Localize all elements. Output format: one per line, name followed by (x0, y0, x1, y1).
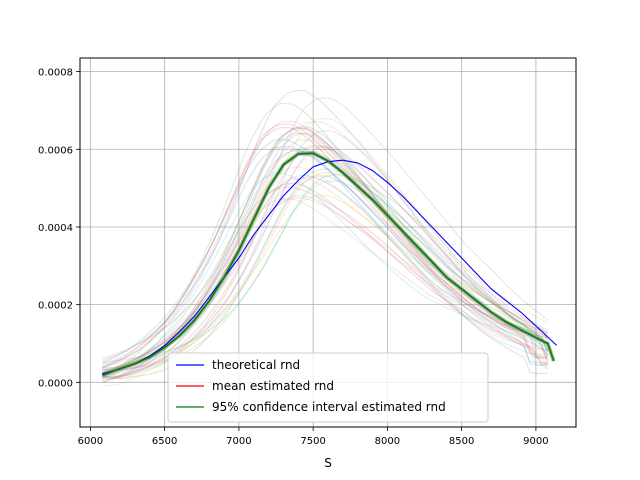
y-tick-label-3: 0.0006 (38, 145, 73, 156)
sample-curve-16 (102, 148, 549, 375)
sample-curve-15 (102, 89, 549, 369)
sample-curve-13 (102, 182, 548, 374)
x-tick-label-1: 6500 (152, 436, 177, 447)
sample-curve-0 (102, 151, 549, 378)
sample-curve-30 (102, 145, 548, 366)
sample-curve-24 (102, 146, 549, 378)
y-axis-ticks: 0.0000 0.0002 0.0004 0.0006 0.0008 (38, 68, 80, 389)
y-tick-label-0: 0.0000 (38, 378, 73, 389)
sample-curve-31 (102, 197, 549, 374)
legend: theoretical rnd mean estimated rnd 95% con… (167, 352, 489, 423)
x-tick-label-3: 7500 (300, 436, 325, 447)
sample-curve-21 (102, 177, 549, 376)
sample-curve-33 (102, 127, 548, 369)
y-tick-label-1: 0.0002 (38, 301, 73, 312)
series-lines (102, 152, 558, 377)
sample-curve-5 (102, 186, 548, 375)
x-tick-label-0: 6000 (78, 436, 103, 447)
legend-label-0: theoretical rnd (212, 358, 300, 372)
sample-curve-23 (102, 127, 549, 384)
x-axis-ticks: 6000 6500 7000 7500 8000 8500 9000 (78, 427, 549, 447)
y-tick-label-4: 0.0008 (38, 68, 73, 79)
sample-curve-18 (102, 167, 549, 369)
sample-curve-20 (102, 139, 548, 364)
plot-frame (79, 57, 577, 428)
sample-curve-17 (102, 166, 548, 368)
x-tick-label-5: 8500 (449, 436, 474, 447)
sample-curve-6 (102, 175, 549, 371)
sample-curve-3 (102, 123, 548, 366)
sample-curve-28 (102, 172, 548, 379)
sample-curve-9 (102, 127, 549, 372)
legend-box (167, 352, 489, 423)
x-tick-label-4: 8000 (375, 436, 400, 447)
sample-curve-4 (102, 120, 548, 369)
sample-curve-36 (102, 120, 549, 373)
series-line-2 (102, 152, 555, 377)
x-axis-label: S (324, 456, 332, 470)
legend-label-1: mean estimated rnd (212, 379, 334, 393)
sample-curve-35 (102, 145, 549, 380)
sample-curve-34 (102, 132, 549, 373)
sample-curve-22 (102, 173, 549, 371)
x-tick-label-2: 7000 (226, 436, 251, 447)
grid (80, 58, 576, 427)
sample-curve-26 (102, 197, 548, 375)
x-tick-label-6: 9000 (523, 436, 548, 447)
legend-label-2: 95% confidence interval estimated rnd (212, 400, 446, 414)
sample-curve-12 (102, 132, 549, 378)
y-tick-label-2: 0.0004 (38, 223, 73, 234)
